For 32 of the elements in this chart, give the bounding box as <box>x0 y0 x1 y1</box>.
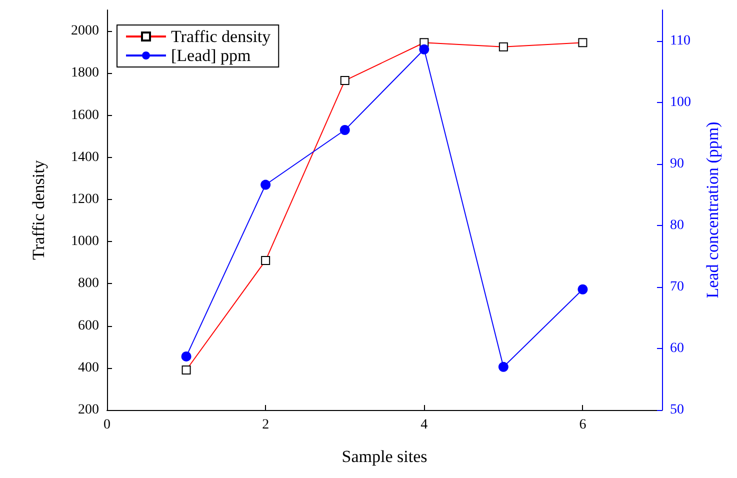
y2-tick-label: 70 <box>670 279 684 294</box>
y-tick-label: 200 <box>78 402 99 418</box>
y-tick-label: 400 <box>78 360 99 376</box>
y2-tick-label: 100 <box>670 94 691 110</box>
x-tick-label: 2 <box>262 418 270 432</box>
x-tick-label: 0 <box>104 418 110 432</box>
y2-axis-title: Lead concentration (ppm) <box>703 122 722 298</box>
point <box>340 125 350 135</box>
y2-tick-label: 110 <box>670 33 690 48</box>
point <box>419 44 430 54</box>
y-tick-label: 600 <box>78 318 99 334</box>
x-axis-title: Sample sites <box>342 447 428 466</box>
legend-label: Traffic density <box>171 27 272 46</box>
point <box>260 180 271 190</box>
x-tick-label: 4 <box>420 418 428 432</box>
y-axis-title: Traffic density <box>29 160 48 260</box>
y-tick-label: 2000 <box>71 24 99 39</box>
y2-tick-label: 50 <box>670 402 684 418</box>
y2-tick-label: 60 <box>670 340 684 356</box>
y-tick-label: 800 <box>78 276 99 292</box>
y-tick-label: 1800 <box>71 66 99 81</box>
point <box>498 362 508 372</box>
legend-label: [Lead] ppm <box>171 46 251 65</box>
point <box>578 284 588 294</box>
y-tick-label: 1400 <box>71 150 99 165</box>
y2-tick-label: 90 <box>670 156 684 172</box>
y2-tick-label: 80 <box>670 218 684 233</box>
point <box>181 351 192 362</box>
x-tick-label: 6 <box>579 418 586 432</box>
y-tick-label: 1000 <box>71 234 99 250</box>
y-tick-label: 1200 <box>71 192 99 207</box>
y-tick-label: 1600 <box>71 108 99 123</box>
